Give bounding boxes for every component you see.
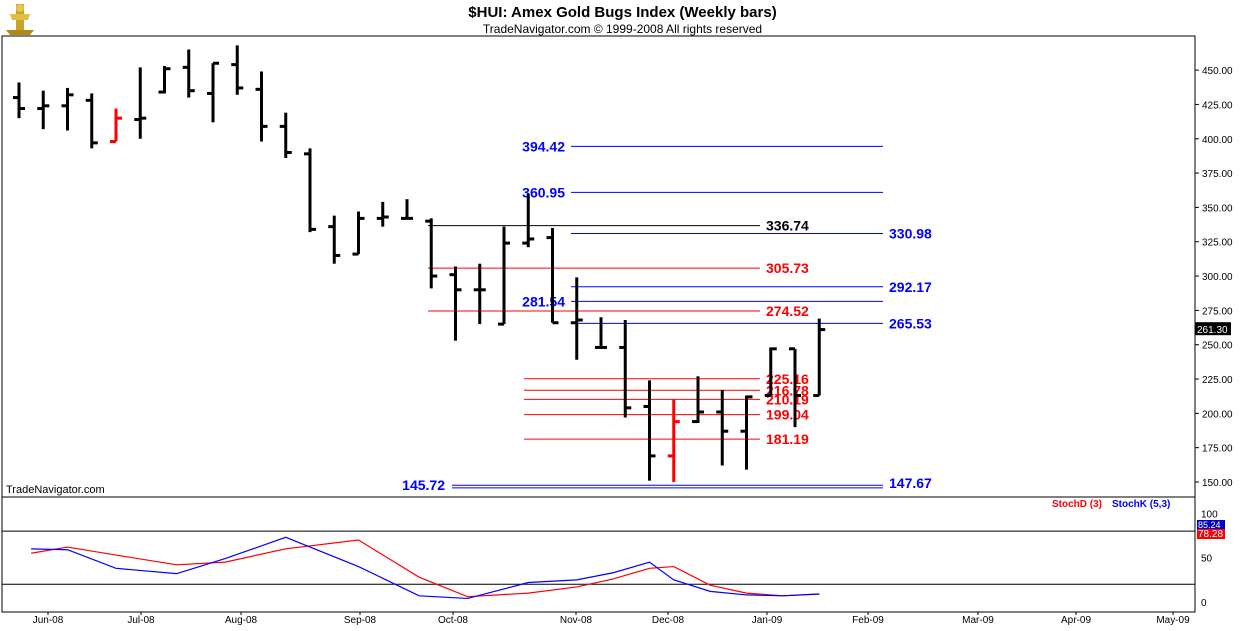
stoch-k-value-box bbox=[1197, 520, 1225, 529]
level-label: 394.42 bbox=[522, 138, 565, 154]
level-label: 147.67 bbox=[889, 475, 932, 491]
level-lines: 394.42 360.95 336.74 330.98 305.73 292.17 281.… bbox=[402, 138, 932, 492]
time-axis: Jun-08 Jul-08 Aug-08 Sep-08 Oct-08 Nov-08 Dec-… bbox=[33, 612, 1190, 626]
level-label: 225.16 bbox=[766, 371, 809, 387]
chart-frames bbox=[1, 35, 1196, 613]
level-label: 145.72 bbox=[402, 477, 445, 493]
stoch-tick-label: 100 bbox=[1201, 509, 1218, 520]
time-tick-label: Dec-08 bbox=[652, 615, 685, 626]
level-label: 336.74 bbox=[766, 218, 809, 234]
time-tick-label: Aug-08 bbox=[225, 615, 258, 626]
time-tick-label: Jan-09 bbox=[752, 615, 783, 626]
time-tick-label: Nov-08 bbox=[560, 615, 593, 626]
price-tick-label: 400.00 bbox=[1202, 135, 1233, 146]
price-tick-label: 200.00 bbox=[1202, 409, 1233, 420]
stoch-tick-label: 50 bbox=[1201, 554, 1213, 565]
time-tick-label: Jun-08 bbox=[33, 615, 64, 626]
price-axis: 150.00 175.00 200.00 225.00 250.00 275.00 300.… bbox=[1195, 66, 1233, 489]
price-tick-label: 225.00 bbox=[1202, 375, 1233, 386]
stoch-legend-d: StochD (3) bbox=[1052, 499, 1102, 510]
level-label: 210.19 bbox=[766, 391, 809, 407]
price-tick-label: 175.00 bbox=[1202, 444, 1233, 455]
price-tick-label: 375.00 bbox=[1202, 169, 1233, 180]
stochastic-panel-frame bbox=[1, 496, 1196, 613]
level-label: 274.52 bbox=[766, 303, 809, 319]
level-label: 265.53 bbox=[889, 315, 932, 331]
level-label: 199.04 bbox=[766, 407, 809, 423]
stoch-k-value: 85.24 bbox=[1198, 520, 1221, 530]
chart-title: $HUI: Amex Gold Bugs Index (Weekly bars) bbox=[468, 4, 777, 21]
price-tick-label: 325.00 bbox=[1202, 238, 1233, 249]
price-bars bbox=[13, 45, 826, 482]
price-tick-label: 275.00 bbox=[1202, 306, 1233, 317]
chart-subtitle: TradeNavigator.com © 1999-2008 All right… bbox=[482, 22, 763, 36]
price-tick-label: 150.00 bbox=[1202, 478, 1233, 489]
stoch-d-line bbox=[31, 539, 820, 598]
price-tick-label: 450.00 bbox=[1202, 66, 1233, 77]
stoch-k-line bbox=[31, 536, 820, 600]
time-tick-label: Apr-09 bbox=[1061, 615, 1091, 626]
level-label: 292.17 bbox=[889, 279, 932, 295]
time-tick-label: Mar-09 bbox=[962, 615, 994, 626]
time-tick-label: May-09 bbox=[1156, 615, 1190, 626]
price-tick-label: 300.00 bbox=[1202, 272, 1233, 283]
stoch-d-value: 78.28 bbox=[1198, 529, 1223, 540]
price-tick-label: 425.00 bbox=[1202, 100, 1233, 111]
stoch-d-value-box bbox=[1197, 529, 1225, 539]
level-label: 281.54 bbox=[522, 293, 565, 309]
stoch-tick-label: 0 bbox=[1201, 598, 1207, 609]
watermark: TradeNavigator.com bbox=[6, 484, 105, 496]
price-tick-label: 250.00 bbox=[1202, 341, 1233, 352]
level-label: 181.19 bbox=[766, 431, 809, 447]
level-label: 360.95 bbox=[522, 184, 565, 200]
time-tick-label: Oct-08 bbox=[438, 615, 468, 626]
stoch-legend-k: StochK (5,3) bbox=[1112, 499, 1170, 510]
last-price-box bbox=[1195, 322, 1231, 336]
price-tick-label: 350.00 bbox=[1202, 203, 1233, 214]
price-panel-frame bbox=[1, 35, 1196, 498]
last-price-label: 261.30 bbox=[1197, 325, 1228, 336]
level-label: 330.98 bbox=[889, 226, 932, 242]
trade-navigator-logo-icon bbox=[6, 4, 34, 35]
time-tick-label: Jul-08 bbox=[127, 615, 155, 626]
level-label: 305.73 bbox=[766, 260, 809, 276]
time-tick-label: Sep-08 bbox=[344, 615, 377, 626]
time-tick-label: Feb-09 bbox=[852, 615, 884, 626]
